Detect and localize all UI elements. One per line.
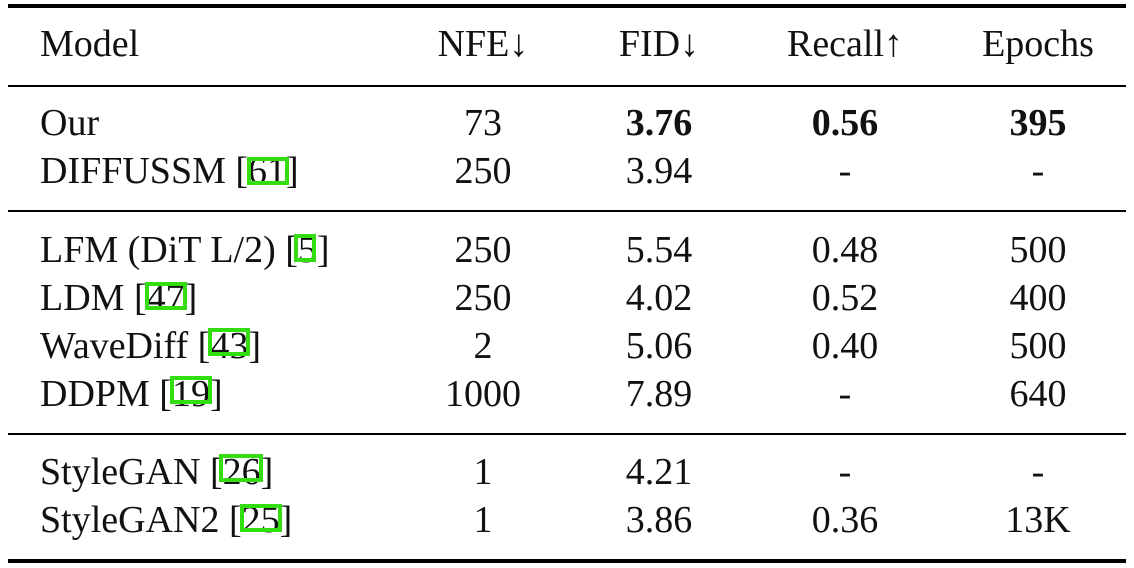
citation-close: ] — [260, 451, 274, 493]
group-rule-1 — [8, 210, 1126, 212]
epochs-value: 400 — [1009, 277, 1067, 319]
nfe-value: 1 — [473, 499, 493, 541]
header-epochs: Epochs — [982, 23, 1094, 65]
model-label: StyleGAN2 [ — [40, 499, 242, 541]
fid-value: 3.76 — [625, 102, 693, 144]
epochs-value: - — [1031, 451, 1045, 493]
epochs-value: - — [1031, 150, 1045, 192]
epochs-value: 500 — [1009, 325, 1067, 367]
recall-value: 0.52 — [811, 277, 879, 319]
table-row-our: Our 73 3.76 0.56 395 — [8, 99, 1126, 147]
model-name: DDPM [19] — [40, 370, 223, 418]
model-label: LFM (DiT L/2) [ — [40, 229, 298, 271]
header-row: Model NFE↓ FID↓ Recall↑ Epochs — [8, 20, 1126, 68]
citation-link[interactable]: 43 — [208, 322, 251, 370]
header-fid: FID↓ — [618, 23, 700, 65]
citation-close: ] — [184, 277, 198, 319]
model-label: Our — [40, 102, 100, 144]
header-nfe: NFE↓ — [437, 23, 529, 65]
fid-value: 4.21 — [625, 451, 693, 493]
recall-value: - — [838, 150, 852, 192]
recall-value: 0.36 — [811, 499, 879, 541]
citation-number: 26 — [222, 451, 261, 493]
nfe-value: 1 — [473, 451, 493, 493]
table-row-diffussm: DIFFUSSM [61] 250 3.94 - - — [8, 147, 1126, 195]
fid-value: 3.86 — [625, 499, 693, 541]
nfe-value: 73 — [464, 102, 502, 144]
header-rule — [8, 85, 1126, 87]
citation-highlight-box — [169, 376, 212, 404]
model-name: StyleGAN2 [25] — [40, 496, 292, 544]
nfe-value: 250 — [454, 229, 512, 271]
citation-close: ] — [248, 325, 261, 367]
citation-link[interactable]: 25 — [239, 496, 282, 544]
model-label: WaveDiff [ — [40, 325, 211, 367]
recall-value: - — [838, 373, 852, 415]
table-row-stylegan: StyleGAN [26] 1 4.21 - - — [8, 448, 1126, 496]
fid-value: 4.02 — [625, 277, 693, 319]
recall-value: 0.40 — [811, 325, 879, 367]
fid-value: 5.06 — [625, 325, 693, 367]
citation-highlight-box — [293, 234, 316, 262]
citation-link[interactable]: 47 — [144, 274, 187, 322]
group-rule-2 — [8, 433, 1126, 435]
model-name: LDM [47] — [40, 274, 197, 322]
model-name: LFM (DiT L/2) [5] — [40, 226, 330, 274]
fid-value: 3.94 — [625, 150, 693, 192]
citation-highlight-box — [208, 328, 251, 356]
fid-value: 7.89 — [625, 373, 693, 415]
model-label: StyleGAN [ — [40, 451, 223, 493]
citation-link[interactable]: 19 — [169, 370, 212, 418]
table-row-stylegan2: StyleGAN2 [25] 1 3.86 0.36 13K — [8, 496, 1126, 544]
model-label: DIFFUSSM [ — [40, 150, 249, 192]
citation-close: ] — [286, 150, 299, 192]
citation-number: 19 — [171, 373, 210, 415]
results-table: Model NFE↓ FID↓ Recall↑ Epochs Our 73 3.… — [8, 0, 1126, 568]
recall-value: - — [838, 451, 852, 493]
header-model: Model — [40, 23, 140, 65]
model-name: Our — [40, 99, 99, 147]
citation-link[interactable]: 26 — [218, 448, 263, 496]
table-row-lfm: LFM (DiT L/2) [5] 250 5.54 0.48 500 — [8, 226, 1126, 274]
model-label: DDPM [ — [40, 373, 172, 415]
header-recall: Recall↑ — [786, 23, 904, 65]
epochs-value: 640 — [1009, 373, 1067, 415]
nfe-value: 2 — [473, 325, 493, 367]
nfe-value: 250 — [454, 277, 512, 319]
citation-highlight-box — [247, 157, 290, 185]
citation-link[interactable]: 61 — [247, 147, 290, 195]
model-name: WaveDiff [43] — [40, 322, 261, 370]
fid-value: 5.54 — [625, 229, 693, 271]
table-row-ldm: LDM [47] 250 4.02 0.52 400 — [8, 274, 1126, 322]
recall-value: 0.56 — [811, 102, 879, 144]
bottom-rule — [8, 559, 1126, 563]
nfe-value: 250 — [454, 150, 512, 192]
citation-number: 43 — [210, 325, 249, 367]
model-label: LDM [ — [40, 277, 147, 319]
nfe-value: 1000 — [445, 373, 521, 415]
citation-highlight-box — [218, 454, 263, 482]
model-name: DIFFUSSM [61] — [40, 147, 299, 195]
citation-close: ] — [316, 229, 330, 271]
epochs-value: 395 — [1009, 102, 1067, 144]
citation-highlight-box — [144, 282, 187, 310]
table-row-wavediff: WaveDiff [43] 2 5.06 0.40 500 — [8, 322, 1126, 370]
citation-link[interactable]: 5 — [293, 226, 317, 274]
citation-close: ] — [209, 373, 223, 415]
model-name: StyleGAN [26] — [40, 448, 273, 496]
table-row-ddpm: DDPM [19] 1000 7.89 - 640 — [8, 370, 1126, 418]
citation-highlight-box — [239, 504, 282, 532]
epochs-value: 13K — [1005, 499, 1071, 541]
epochs-value: 500 — [1009, 229, 1067, 271]
citation-close: ] — [279, 499, 293, 541]
top-rule — [8, 4, 1126, 8]
recall-value: 0.48 — [811, 229, 879, 271]
